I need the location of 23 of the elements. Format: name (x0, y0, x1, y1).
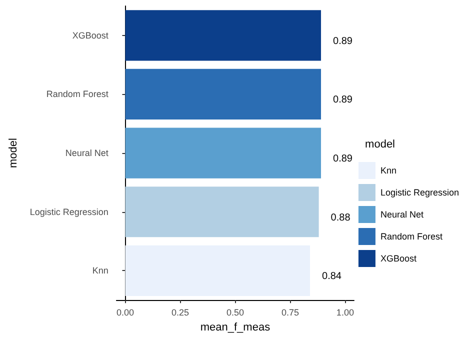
x-tick-label: 1.00 (336, 308, 354, 318)
legend-label: Neural Net (380, 210, 424, 220)
data-label: 0.84 (322, 271, 342, 282)
x-tick-label: 0.75 (281, 308, 299, 318)
legend-label: Knn (380, 166, 396, 176)
y-tick-label: Logistic Regression (30, 206, 108, 217)
data-label: 0.89 (333, 36, 353, 47)
data-label: 0.88 (330, 212, 351, 224)
x-tick-label: 0.25 (171, 308, 189, 318)
x-axis-title: mean_f_meas (200, 322, 271, 334)
legend-label: Random Forest (380, 232, 443, 242)
y-tick-label: XGBoost (72, 30, 109, 40)
x-tick-label: 0.00 (116, 308, 134, 318)
legend-label: Logistic Regression (380, 188, 460, 198)
y-tick-label: Knn (92, 266, 108, 276)
y-tick-label: Random Forest (46, 89, 109, 100)
y-axis-title: model (8, 138, 20, 168)
legend-label: XGBoost (380, 254, 417, 264)
legend-title: model (365, 138, 396, 150)
data-label: 0.89 (333, 154, 353, 165)
data-label: 0.89 (333, 94, 353, 106)
x-tick-label: 0.50 (226, 308, 244, 318)
y-tick-label: Neural Net (65, 148, 109, 158)
